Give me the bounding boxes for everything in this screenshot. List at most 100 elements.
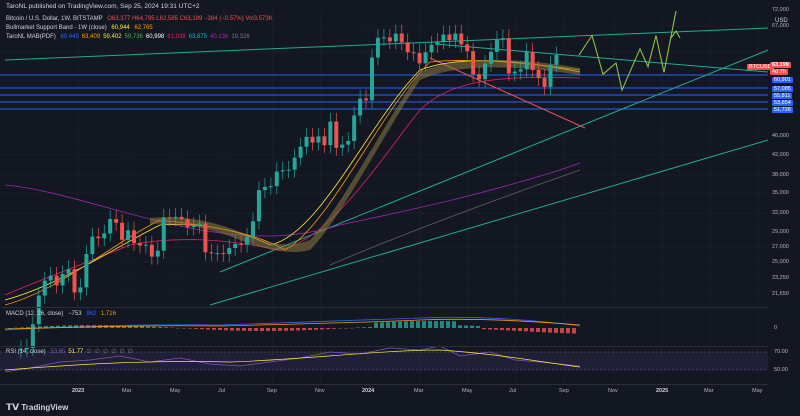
- price-tick: 60,901: [772, 77, 793, 83]
- macd-bar: [434, 321, 438, 328]
- candle-body: [411, 52, 416, 54]
- time-axis[interactable]: 2023 Mar May Jul Sep Nov 2024 Mar May Jul Sep Nov 20…: [0, 384, 768, 398]
- macd-bar: [398, 321, 402, 328]
- time-tick: Sep: [267, 388, 277, 394]
- candle-body: [286, 169, 291, 171]
- macd-bar: [212, 328, 216, 330]
- macd-bar: [8, 328, 12, 329]
- rsi-value: ∅: [111, 349, 117, 355]
- macd-bar: [314, 328, 318, 330]
- macd-bar: [452, 321, 456, 328]
- candle-body: [554, 55, 559, 65]
- macd-bar: [242, 328, 246, 331]
- ma-value: 19,326: [231, 34, 250, 40]
- rsi-axis-70: 70.00: [774, 349, 788, 355]
- ma-legend[interactable]: TaroNL MAB(PDF) 60,449 63,409 59,402 59,736…: [6, 34, 256, 40]
- rsi-value: ∅: [127, 349, 133, 355]
- candle-body: [30, 324, 35, 348]
- candle-body: [191, 225, 196, 228]
- footer: 𝗧𝗩 TradingView: [0, 399, 800, 416]
- tradingview-logo[interactable]: 𝗧𝗩 TradingView: [6, 402, 68, 413]
- candle-body: [417, 52, 422, 64]
- currency-label[interactable]: USD: [775, 18, 788, 24]
- time-tick: May: [752, 388, 763, 394]
- candle-body: [96, 236, 101, 239]
- candle-body: [18, 349, 23, 351]
- band-legend[interactable]: Bullmarket Support Band - 1W (close) 60,…: [6, 25, 156, 31]
- candle-body: [167, 217, 172, 219]
- ma-value: 63,875: [188, 34, 207, 40]
- macd-bar: [386, 322, 390, 328]
- macd-bar: [338, 328, 342, 329]
- price-tick: 67,000: [772, 23, 789, 29]
- candle-body: [453, 33, 458, 41]
- rsi-axis-50: 50.00: [774, 367, 788, 373]
- candle-body: [512, 71, 517, 74]
- candle-body: [114, 219, 119, 223]
- macd-bar: [50, 325, 54, 328]
- candle-body: [161, 217, 166, 251]
- macd-bar: [38, 326, 42, 328]
- symbol-tag: BTCUSD: [747, 64, 774, 70]
- countdown-tag: 4d 7h: [770, 69, 788, 75]
- candle-body: [506, 38, 511, 74]
- macd-bar: [554, 328, 558, 333]
- rsi-values: 53.65 51.77 ∅ ∅ ∅ ∅ ∅ ∅: [50, 349, 135, 355]
- candle-body: [24, 347, 29, 350]
- macd-bar: [62, 325, 66, 328]
- candle-body: [227, 248, 232, 255]
- macd-bar: [158, 326, 162, 328]
- macd-bar: [362, 327, 366, 328]
- publish-info: TaroNL published on TradingView.com, Sep…: [6, 3, 200, 10]
- time-tick: Jul: [509, 388, 517, 394]
- time-tick: Mar: [414, 388, 424, 394]
- rsi-value: ∅: [86, 349, 92, 355]
- rsi-value: ∅: [102, 349, 109, 355]
- candle-body: [358, 98, 363, 116]
- macd-bar: [380, 322, 384, 328]
- candle-body: [274, 171, 279, 187]
- candle-body: [137, 243, 142, 246]
- macd-bar: [206, 328, 210, 330]
- candle-body: [316, 136, 321, 143]
- tv-logo-icon: 𝗧𝗩: [6, 402, 20, 412]
- ma-value: 40,138: [209, 34, 229, 40]
- macd-value-signal: 1,716: [100, 311, 116, 317]
- candle-body: [465, 44, 470, 52]
- macd-bar: [260, 328, 264, 331]
- trend-lines: [4, 27, 769, 306]
- macd-bar: [458, 325, 462, 328]
- projection-path: [578, 10, 677, 92]
- macd-bar: [506, 328, 510, 331]
- macd-bar: [368, 326, 372, 328]
- macd-bar: [500, 328, 504, 331]
- macd-bar: [488, 328, 492, 330]
- symbol-legend[interactable]: Bitcoin / U.S. Dollar, 1W, BITSTAMP O63,…: [6, 16, 276, 22]
- candle-body: [548, 64, 553, 87]
- candle-body: [185, 219, 190, 228]
- macd-bar: [44, 326, 48, 328]
- candle-body: [364, 98, 369, 101]
- candles: [18, 24, 559, 359]
- projection-arrow-head: [670, 29, 681, 39]
- band-title: Bullmarket Support Band - 1W (close): [6, 25, 107, 31]
- time-tick: Nov: [315, 388, 325, 394]
- macd-bar: [428, 321, 432, 328]
- macd-legend[interactable]: MACD (12, 26, close) −753 862 1,716: [6, 311, 119, 317]
- candle-body: [334, 121, 339, 148]
- macd-bar: [542, 328, 546, 333]
- macd-bar: [440, 321, 444, 328]
- time-tick: Nov: [608, 388, 618, 394]
- rsi-title: RSI (14, close): [6, 349, 46, 355]
- tv-logo-text: TradingView: [21, 403, 69, 412]
- macd-bar: [20, 327, 24, 328]
- macd-bar: [278, 328, 282, 331]
- candle-body: [120, 222, 125, 240]
- macd-bar: [566, 328, 570, 334]
- ma-value: 60,998: [145, 34, 165, 40]
- macd-bar: [464, 325, 468, 328]
- candle-body: [173, 216, 178, 219]
- macd-bar: [404, 321, 408, 328]
- rsi-legend[interactable]: RSI (14, close) 53.65 51.77 ∅ ∅ ∅ ∅ ∅ ∅: [6, 348, 139, 355]
